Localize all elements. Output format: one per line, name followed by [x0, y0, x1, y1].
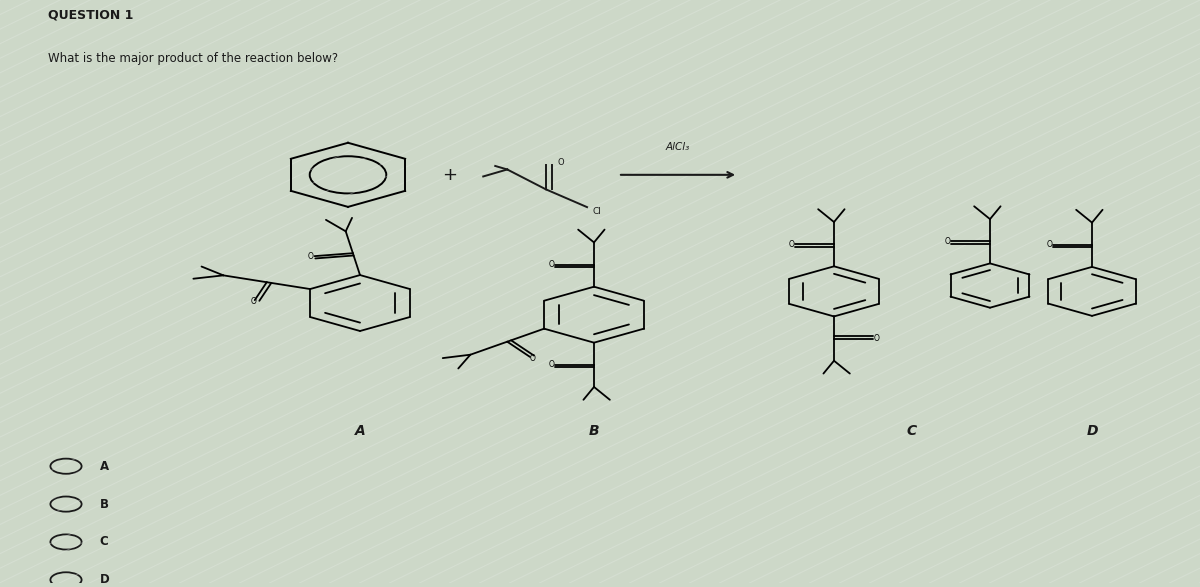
Text: O: O [308, 252, 314, 261]
Text: A: A [100, 460, 109, 473]
Text: D: D [1086, 424, 1098, 438]
Text: O: O [251, 297, 257, 306]
Text: O: O [548, 260, 554, 269]
Text: B: B [100, 498, 109, 511]
Text: O: O [548, 360, 554, 369]
Text: O: O [557, 158, 564, 167]
Text: A: A [355, 424, 365, 438]
Text: O: O [944, 237, 950, 246]
Text: AlCl₃: AlCl₃ [666, 141, 690, 151]
Text: O: O [874, 334, 880, 343]
Text: O: O [788, 239, 794, 249]
Text: D: D [100, 573, 109, 586]
Text: Cl: Cl [593, 207, 601, 216]
Text: B: B [589, 424, 599, 438]
Text: QUESTION 1: QUESTION 1 [48, 9, 133, 22]
Text: What is the major product of the reaction below?: What is the major product of the reactio… [48, 52, 338, 65]
Text: O: O [1046, 240, 1052, 249]
Text: C: C [100, 535, 108, 548]
Text: O: O [529, 354, 535, 363]
Text: +: + [443, 166, 457, 184]
Text: C: C [907, 424, 917, 438]
